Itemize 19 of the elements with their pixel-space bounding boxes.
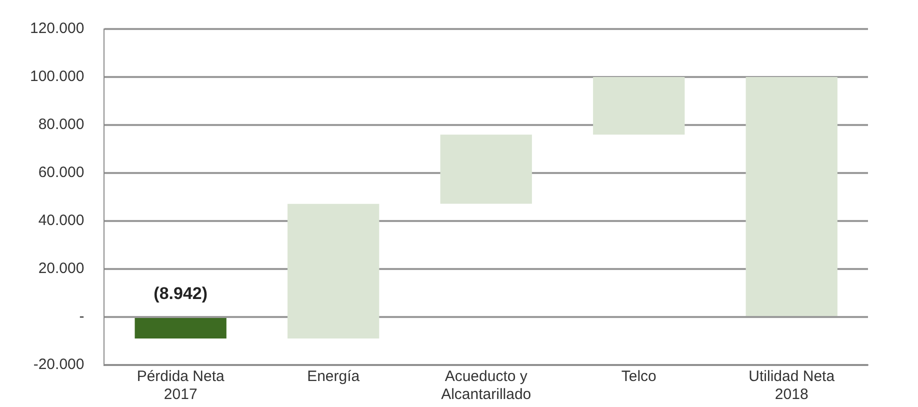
x-tick-label: Energía [307,368,360,386]
y-tick-label: 20.000 [38,260,84,278]
y-tick-label: 120.000 [30,20,84,38]
y-tick-label: -20.000 [33,356,84,374]
bar [593,77,685,135]
bar [746,77,838,316]
y-tick-label: - [79,308,84,326]
y-tick-label: 80.000 [38,116,84,134]
x-tick-label: Acueducto y Alcantarillado [441,368,532,404]
bar [134,318,226,338]
bar [440,134,532,204]
bar [288,204,380,338]
x-tick-label: Telco [621,368,656,386]
data-label: (8.942) [154,284,208,304]
x-tick-label: Utilidad Neta 2018 [748,368,836,404]
y-tick-label: 100.000 [30,68,84,86]
x-tick-label: Pérdida Neta 2017 [136,368,226,404]
y-tick-label: 60.000 [38,164,84,182]
y-tick-label: 40.000 [38,212,84,230]
